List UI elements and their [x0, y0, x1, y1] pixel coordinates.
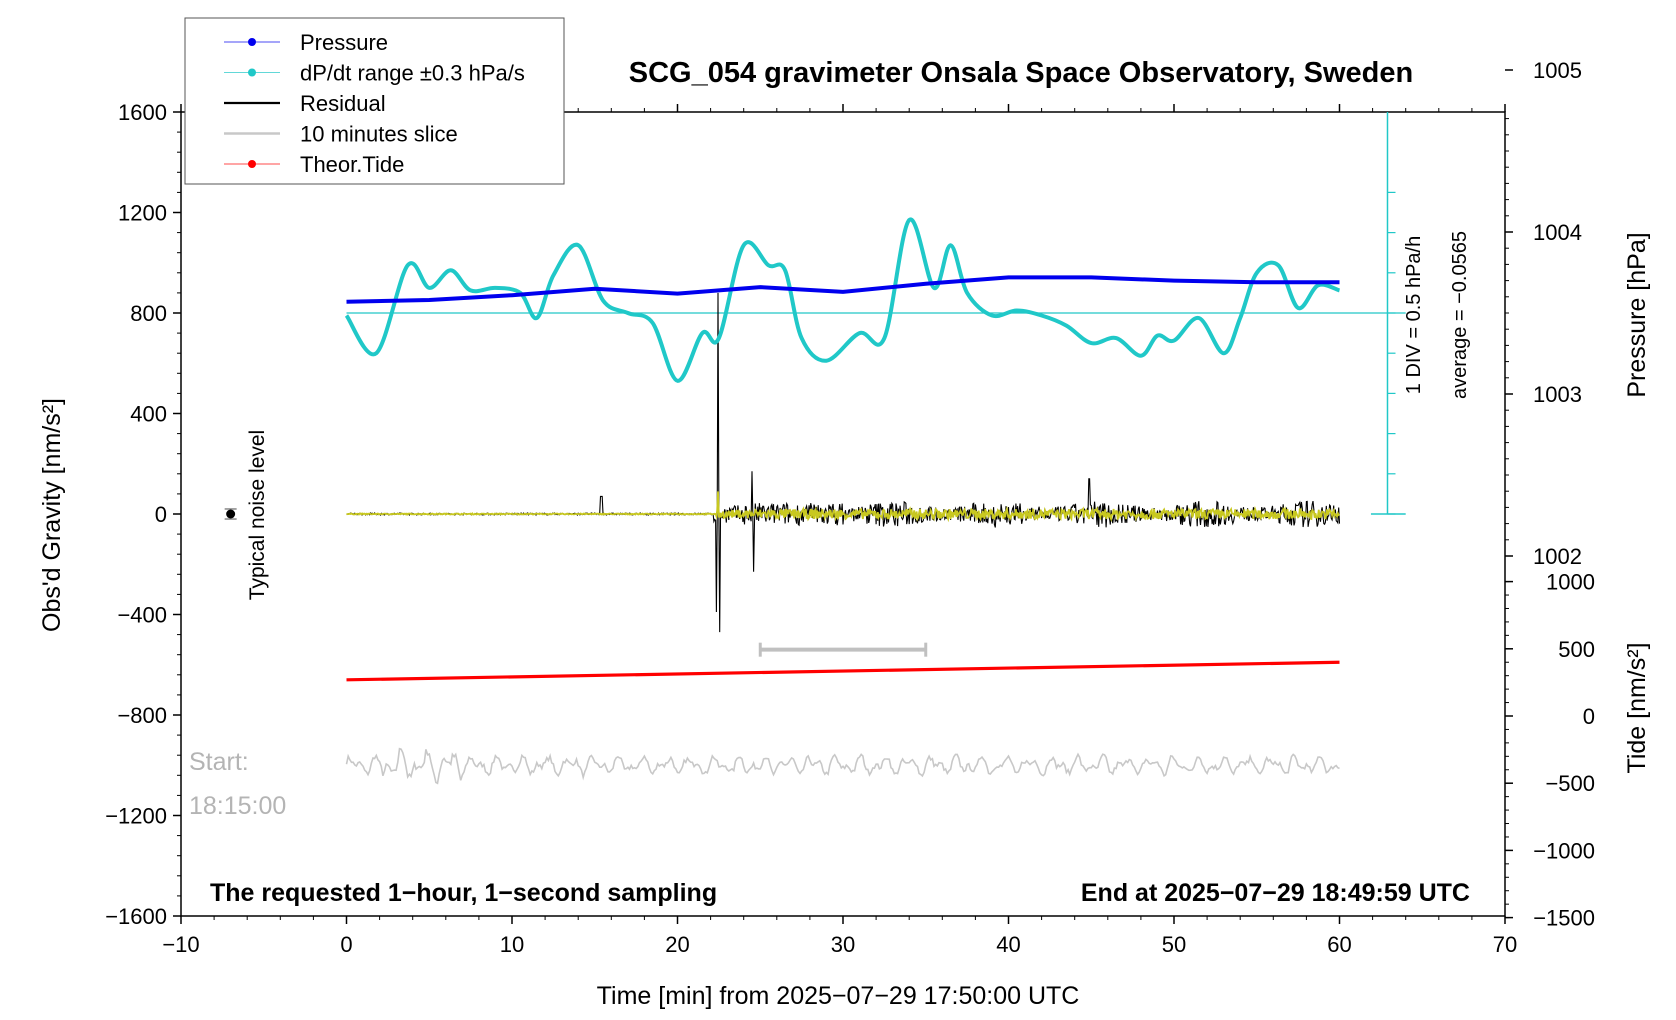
chart-title: SCG_054 gravimeter Onsala Space Observat… — [629, 57, 1413, 89]
tide-tick-label: 0 — [1583, 704, 1595, 729]
start-time: 18:15:00 — [189, 792, 286, 820]
x-tick-label: 0 — [340, 932, 352, 957]
markers — [224, 508, 237, 520]
legend-label: Pressure — [300, 30, 388, 55]
legend-label: 10 minutes slice — [300, 122, 458, 147]
x-tick-label: 70 — [1493, 932, 1517, 957]
legend-dot — [248, 38, 256, 46]
x-tick-label: 40 — [996, 932, 1020, 957]
tide-line — [346, 660, 1340, 682]
y-tick-label: −1600 — [105, 904, 167, 929]
tide-tick-label: 1000 — [1546, 570, 1595, 595]
y-axis-label-left: Obs'd Gravity [nm/s²] — [38, 398, 66, 632]
legend: Pressure dP/dt range ±0.3 hPa/s Residual 10… — [184, 17, 565, 185]
tide-tick-label: 500 — [1558, 637, 1595, 662]
legend-box — [184, 17, 565, 185]
pressure-series — [346, 275, 1340, 304]
x-tick-label: 50 — [1162, 932, 1186, 957]
pressure-scale-bar — [346, 112, 1406, 515]
x-tick-label: 60 — [1327, 932, 1351, 957]
axis-ticks: −10 0 10 20 30 40 50 60 70 1600 1200 800 400 0 −400 −80… — [105, 58, 1595, 957]
pressure-axis-label: Pressure [hPa] — [1623, 232, 1651, 397]
tide-series — [346, 660, 1340, 682]
y-tick-label: 800 — [130, 301, 167, 326]
x-tick-label: 30 — [831, 932, 855, 957]
y-tick-label: 400 — [130, 402, 167, 427]
bottom-right-note: End at 2025−07−29 18:49:59 UTC — [1081, 879, 1470, 907]
x-tick-label: −10 — [162, 932, 199, 957]
pressure-tick-label: 1003 — [1533, 382, 1582, 407]
y-tick-label: 0 — [155, 502, 167, 527]
bottom-left-note: The requested 1−hour, 1−second sampling — [210, 879, 717, 907]
y-tick-label: 1600 — [118, 100, 167, 125]
start-label: Start: — [189, 748, 249, 776]
y-tick-label: 1200 — [118, 201, 167, 226]
noise-dot — [226, 509, 236, 519]
legend-dot — [248, 160, 256, 168]
pressure-tick-label: 1005 — [1533, 58, 1582, 83]
legend-dot — [248, 68, 256, 77]
legend-label: Theor.Tide — [300, 152, 404, 177]
residual-trace — [346, 292, 1341, 633]
legend-label: dP/dt range ±0.3 hPa/s — [300, 61, 525, 86]
slice-trace — [345, 642, 1340, 785]
y-tick-label: −1200 — [105, 804, 167, 829]
pressure-line — [346, 275, 1340, 304]
dpdt-series — [344, 217, 1341, 383]
dpdt-line — [344, 217, 1341, 383]
tide-tick-label: −1500 — [1533, 906, 1595, 931]
tide-tick-label: −1000 — [1533, 838, 1595, 863]
pressure-tick-label: 1002 — [1533, 544, 1582, 569]
average-label: average = −0.0565 — [1449, 231, 1471, 399]
tide-tick-label: −500 — [1545, 771, 1595, 796]
tide-axis-label: Tide [nm/s²] — [1623, 642, 1651, 773]
slice-line — [345, 747, 1340, 785]
pressure-scale-label: 1 DIV = 0.5 hPa/h — [1403, 236, 1425, 394]
y-tick-label: −800 — [117, 703, 167, 728]
y-tick-label: −400 — [117, 603, 167, 628]
x-axis-label: Time [min] from 2025−07−29 17:50:00 UTC — [597, 982, 1080, 1010]
x-tick-label: 20 — [665, 932, 689, 957]
noise-level-label: Typical noise level — [246, 430, 269, 600]
x-tick-label: 10 — [500, 932, 524, 957]
residual-yellow — [346, 491, 1341, 523]
pressure-tick-label: 1004 — [1533, 220, 1582, 245]
legend-label: Residual — [300, 91, 386, 116]
